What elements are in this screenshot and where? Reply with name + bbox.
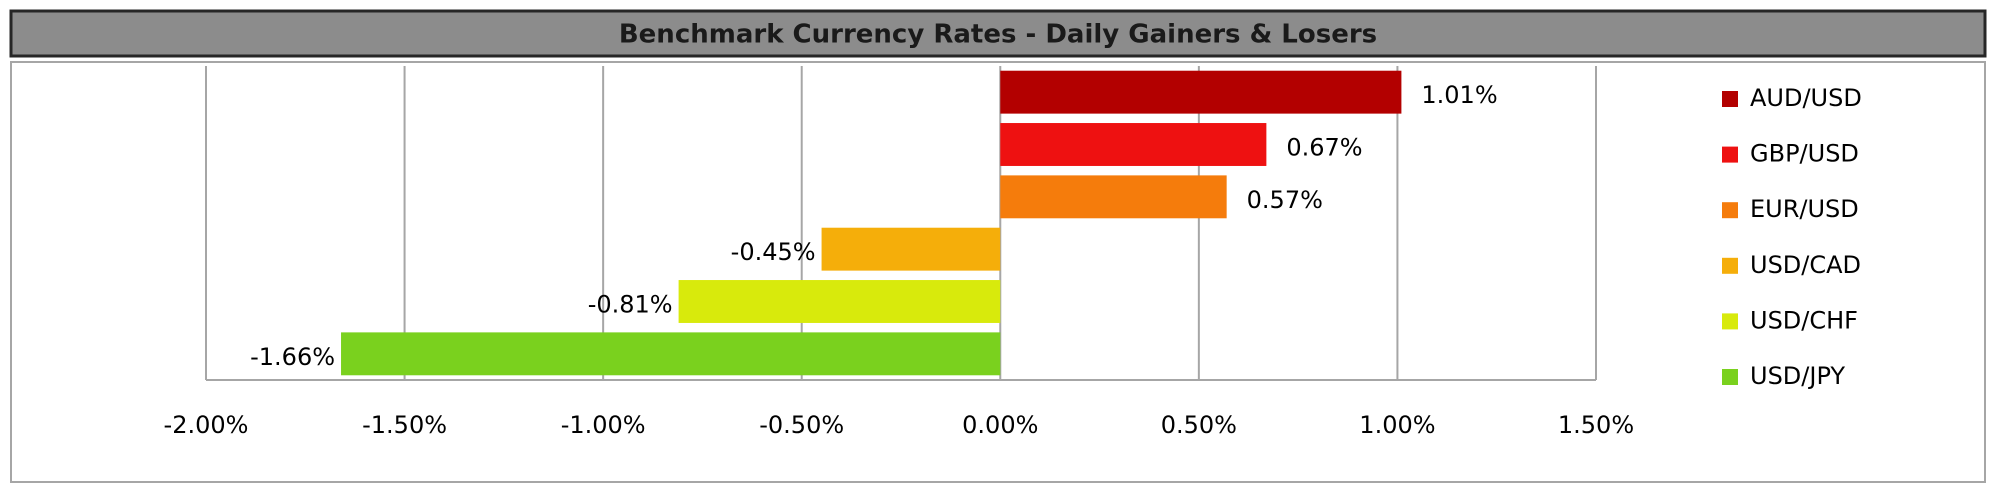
legend-label: USD/CAD	[1750, 251, 1861, 279]
value-label: -0.45%	[731, 238, 816, 266]
legend-swatch	[1722, 91, 1738, 107]
x-tick-label: 0.00%	[962, 411, 1038, 439]
legend-label: USD/JPY	[1750, 362, 1845, 390]
bar	[1000, 70, 1402, 114]
bar	[821, 227, 1001, 271]
x-tick-label: 1.00%	[1359, 411, 1435, 439]
title-bar	[9, 9, 1987, 58]
value-label: -0.81%	[588, 291, 673, 319]
value-label: 0.67%	[1286, 134, 1362, 162]
bar	[341, 332, 1001, 376]
legend-label: USD/CHF	[1750, 306, 1858, 334]
legend-label: EUR/USD	[1750, 195, 1859, 223]
legend-swatch	[1722, 313, 1738, 330]
bar	[1000, 175, 1227, 219]
legend-swatch	[1722, 257, 1738, 274]
chart-title: Benchmark Currency Rates - Daily Gainers…	[619, 20, 1377, 50]
x-tick-label: -2.00%	[164, 411, 249, 439]
legend-label: GBP/USD	[1750, 140, 1859, 168]
x-tick-label: -1.00%	[561, 411, 646, 439]
value-label: -1.66%	[250, 343, 335, 371]
bar	[1000, 123, 1267, 166]
chart-panel	[10, 61, 1986, 483]
legend-swatch	[1722, 202, 1738, 219]
bar	[678, 280, 1001, 323]
x-tick-label: -1.50%	[362, 411, 447, 439]
legend-label: AUD/USD	[1750, 84, 1862, 112]
x-tick-label: 1.50%	[1558, 411, 1634, 439]
value-label: 0.57%	[1247, 186, 1323, 214]
x-tick-label: -0.50%	[759, 411, 844, 439]
legend-swatch	[1722, 146, 1738, 163]
legend-swatch	[1722, 369, 1738, 385]
x-tick-label: 0.50%	[1161, 411, 1237, 439]
value-label: 1.01%	[1421, 81, 1497, 109]
